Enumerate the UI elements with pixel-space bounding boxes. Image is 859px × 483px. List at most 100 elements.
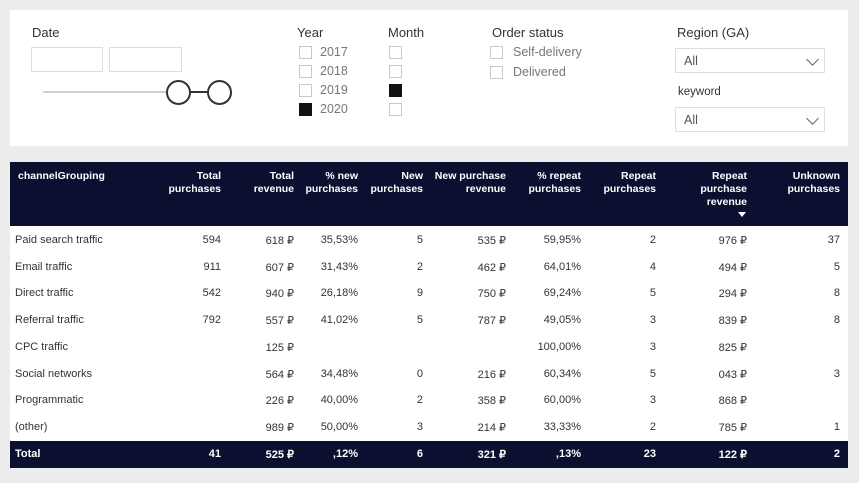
table-cell: 3 (833, 367, 840, 380)
year-option-label: 2019 (320, 83, 348, 97)
order-status-checkbox-self-delivery[interactable] (490, 46, 503, 59)
table-cell: 59,95% (543, 234, 581, 246)
column-header-line[interactable]: revenue (465, 183, 506, 195)
column-header-line[interactable]: New purchase (434, 170, 506, 182)
row-channel-name: Email traffic (15, 260, 73, 273)
order-status-checkbox-delivered[interactable] (490, 66, 503, 79)
table-cell: 542 (202, 287, 221, 300)
table-cell: 594 (202, 234, 221, 246)
column-header-line[interactable]: New (401, 170, 423, 182)
row-channel-name: CPC traffic (15, 340, 68, 353)
column-header-line[interactable]: revenue (706, 196, 747, 208)
table-cell: 535 ₽ (477, 235, 506, 247)
column-header-line[interactable]: channelGrouping (18, 170, 105, 182)
region-selected-value: All (684, 54, 698, 68)
table-cell: 0 (416, 367, 423, 380)
keyword-selected-value: All (684, 113, 698, 127)
column-header-line[interactable]: Repeat (620, 170, 656, 182)
table-cell: 8 (833, 287, 840, 300)
date-slider-start-handle[interactable] (166, 80, 191, 105)
column-header-line[interactable]: purchase (700, 183, 747, 195)
table-total-row: Total 41 525 ₽ ,12% 6 321 ₽ ,13% 23 122 ₽ 2 (10, 441, 848, 468)
table-cell: 2 (416, 260, 423, 273)
table-cell: 911 (203, 260, 221, 273)
table-row[interactable]: Social networks 564 ₽ 34,48% 0 216 ₽ 60,34% 5 0… (10, 361, 848, 388)
year-checkbox-2020[interactable] (299, 103, 312, 116)
month-checkbox[interactable] (389, 46, 402, 59)
table-cell: 989 ₽ (265, 421, 294, 434)
table-cell: 564 ₽ (265, 368, 294, 381)
year-checkbox-2017[interactable] (299, 46, 312, 59)
sort-descending-icon[interactable] (738, 212, 746, 217)
keyword-dropdown[interactable]: All (675, 107, 825, 132)
column-header-line[interactable]: purchases (305, 183, 358, 195)
table-row[interactable]: Email traffic 911 607 ₽ 31,43% 2 462 ₽ 64,01% 4… (10, 254, 848, 281)
date-end-input[interactable] (109, 47, 182, 72)
table-cell: 31,43% (320, 260, 358, 273)
table-cell: 60,00% (543, 394, 581, 407)
year-checkbox-2018[interactable] (299, 65, 312, 78)
table-row[interactable]: (other) 989 ₽ 50,00% 3 214 ₽ 33,33% 2 785 ₽ 1 (10, 414, 848, 441)
order-status-option-label: Self-delivery (513, 45, 582, 59)
table-cell: 3 (649, 314, 656, 327)
month-checkbox[interactable] (389, 103, 402, 116)
total-cell: 23 (643, 448, 656, 460)
chevron-down-icon (806, 112, 819, 125)
column-header-line[interactable]: purchases (370, 183, 423, 195)
table-row[interactable]: Direct traffic 542 940 ₽ 26,18% 9 750 ₽ 69,24%… (10, 280, 848, 307)
table-row[interactable]: Referral traffic 792 557 ₽ 41,02% 5 787 ₽ 49,0… (10, 307, 848, 334)
month-checkbox[interactable] (389, 65, 402, 78)
column-header-line[interactable]: revenue (253, 183, 294, 195)
table-cell: 976 ₽ (718, 235, 747, 247)
table-cell: 50,00% (320, 420, 358, 433)
table-cell: 40,00% (320, 394, 358, 407)
table-cell: 5 (416, 234, 423, 246)
column-header-line[interactable]: purchases (528, 183, 581, 195)
total-cell: 41 (208, 448, 221, 460)
month-checkbox[interactable] (389, 84, 402, 97)
column-header-line[interactable]: % new (325, 170, 358, 182)
table-cell: 868 ₽ (718, 395, 747, 408)
table-cell: 214 ₽ (477, 421, 506, 434)
row-channel-name: (other) (15, 420, 48, 433)
table-cell: 37 (827, 234, 840, 246)
table-cell: 5 (649, 287, 656, 300)
table-cell: 825 ₽ (718, 341, 747, 354)
month-label: Month (388, 25, 425, 40)
column-header-line[interactable]: Unknown (792, 170, 840, 182)
keyword-label: keyword (678, 86, 721, 98)
table-row[interactable]: Programmatic 226 ₽ 40,00% 2 358 ₽ 60,00% 3 868 … (10, 387, 848, 414)
table-cell: 2 (649, 420, 656, 433)
date-slider-end-handle[interactable] (207, 80, 232, 105)
table-cell: 750 ₽ (477, 288, 506, 301)
table-cell: 34,48% (320, 367, 358, 380)
column-header-line[interactable]: purchases (787, 183, 840, 195)
row-channel-name: Referral traffic (15, 314, 84, 327)
column-header-line[interactable]: Total (269, 170, 294, 182)
table-cell: 8 (833, 314, 840, 327)
filters-panel: Date Year 2017 2018 2019 2020 Month Orde… (10, 10, 848, 146)
table-row[interactable]: Paid search traffic 594 618 ₽ 35,53% 5 535 ₽ 5… (10, 227, 848, 254)
table-cell: 940 ₽ (265, 288, 294, 301)
table-cell: 1 (833, 420, 840, 433)
table-cell: 607 ₽ (265, 261, 294, 274)
table-cell: 2 (649, 234, 656, 246)
column-header-line[interactable]: purchases (168, 183, 221, 195)
chevron-down-icon (806, 53, 819, 66)
table-cell: 3 (416, 420, 423, 433)
table-cell: 3 (649, 394, 656, 407)
column-header-line[interactable]: Total (196, 170, 221, 182)
table-row[interactable]: CPC traffic 125 ₽ 100,00% 3 825 ₽ (10, 334, 848, 361)
column-header-line[interactable]: % repeat (537, 170, 581, 182)
region-dropdown[interactable]: All (675, 48, 825, 73)
year-checkbox-2019[interactable] (299, 84, 312, 97)
total-label: Total (15, 448, 41, 460)
date-slider-track[interactable] (43, 91, 191, 93)
table-cell: 60,34% (543, 367, 581, 380)
date-start-input[interactable] (31, 47, 103, 72)
table-cell: 5 (416, 314, 423, 327)
table-cell: 839 ₽ (718, 315, 747, 328)
date-slider-range (190, 91, 213, 93)
column-header-line[interactable]: purchases (603, 183, 656, 195)
column-header-line[interactable]: Repeat (711, 170, 747, 182)
